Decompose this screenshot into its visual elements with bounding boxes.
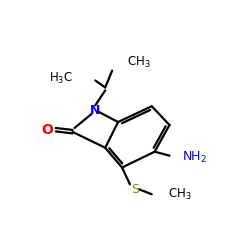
Text: S: S	[131, 183, 139, 196]
Text: N: N	[90, 104, 101, 117]
Text: H$_3$C: H$_3$C	[50, 71, 74, 86]
Text: CH$_3$: CH$_3$	[168, 187, 191, 202]
Text: O: O	[41, 123, 53, 137]
Text: CH$_3$: CH$_3$	[127, 55, 151, 70]
Text: NH$_2$: NH$_2$	[182, 150, 207, 165]
